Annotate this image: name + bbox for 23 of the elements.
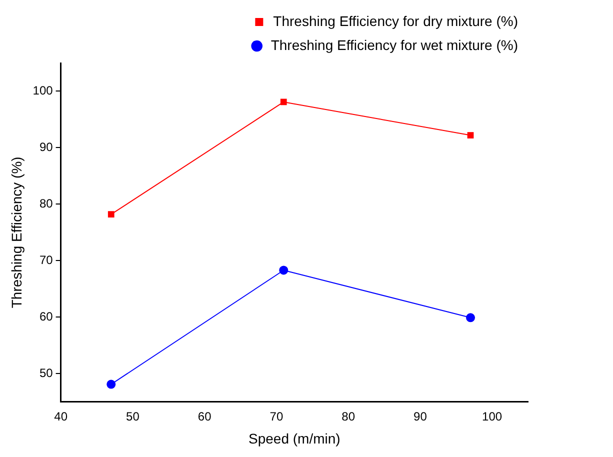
legend-label: Threshing Efficiency for wet mixture (%) <box>270 36 518 53</box>
x-axis-title: Speed (m/min) <box>248 430 340 446</box>
y-tick-label: 60 <box>39 309 54 324</box>
x-tick-label: 100 <box>482 409 502 424</box>
y-tick-label: 50 <box>39 366 54 380</box>
x-tick-label: 70 <box>270 409 284 424</box>
y-axis-title: Threshing Efficiency (%) <box>8 156 24 308</box>
x-tick-label: 60 <box>198 409 212 424</box>
y-tick-label: 90 <box>39 140 54 154</box>
y-tick-label: 70 <box>39 252 54 267</box>
point <box>106 380 116 389</box>
point <box>108 211 114 218</box>
point <box>280 98 287 106</box>
y-tick-label: 100 <box>32 84 54 98</box>
y-tick-label: 80 <box>39 196 54 210</box>
point <box>467 132 474 138</box>
x-tick-label: 50 <box>126 409 140 424</box>
x-tick-label: 80 <box>342 409 356 424</box>
point <box>466 313 475 322</box>
legend-label: Threshing Efficiency for dry mixture (%) <box>273 12 518 29</box>
point <box>279 266 288 275</box>
x-tick-label: 90 <box>414 409 428 424</box>
x-tick-label: 40 <box>54 409 68 424</box>
